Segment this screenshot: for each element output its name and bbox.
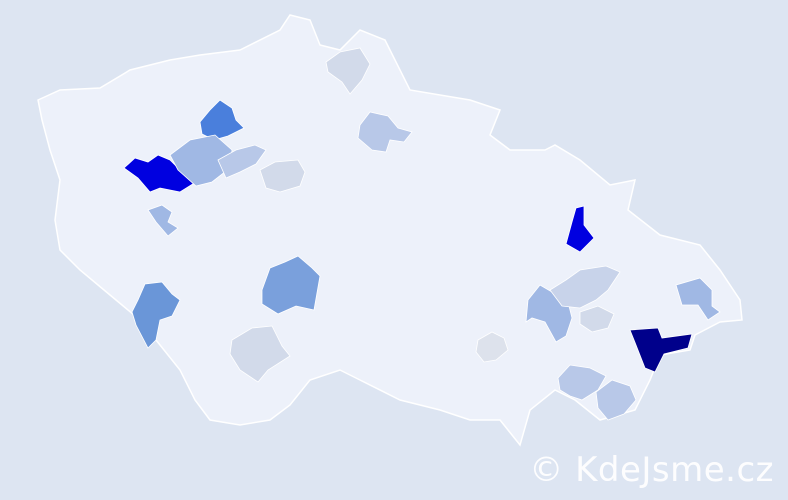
highlighted-district xyxy=(131,281,181,349)
highlighted-district xyxy=(325,47,371,95)
highlighted-district xyxy=(259,159,306,193)
highlighted-district xyxy=(557,364,607,401)
highlighted-district xyxy=(579,305,615,333)
highlighted-district xyxy=(229,325,291,383)
highlighted-district xyxy=(549,265,621,309)
highlighted-district xyxy=(357,111,413,153)
highlighted-district xyxy=(675,277,721,321)
highlighted-district xyxy=(629,327,693,373)
highlighted-district xyxy=(261,255,321,315)
highlighted-district xyxy=(565,205,595,253)
highlighted-district xyxy=(147,204,179,237)
highlighted-district xyxy=(217,144,267,179)
kdejsme-watermark: © KdeJsme.cz xyxy=(529,450,774,490)
highlighted-district xyxy=(595,379,637,421)
country-outline xyxy=(37,14,743,447)
highlighted-district xyxy=(475,331,509,363)
